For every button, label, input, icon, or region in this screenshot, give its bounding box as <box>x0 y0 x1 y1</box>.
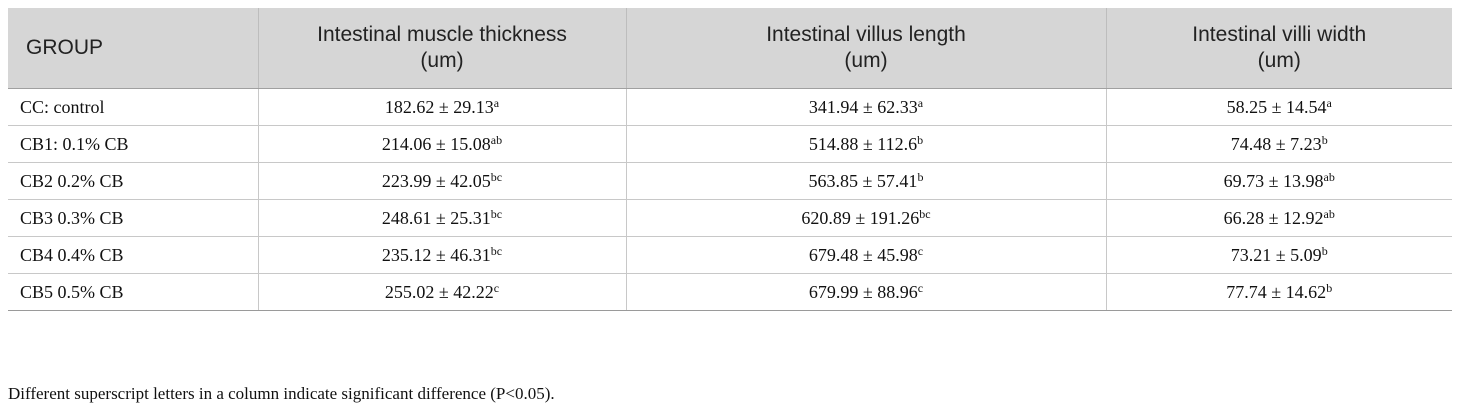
cell-group: CB5 0.5% CB <box>8 273 259 311</box>
cell-value: 182.62 ± 29.13 <box>384 96 494 117</box>
cell-width: 73.21 ± 5.09b <box>1106 236 1452 274</box>
cell-value: 223.99 ± 42.05 <box>381 170 491 191</box>
cell-length: 341.94 ± 62.33a <box>626 88 1107 126</box>
cell-value: 77.74 ± 14.62 <box>1226 281 1327 302</box>
cell-superscript: bc <box>919 206 931 221</box>
header-length-label: Intestinal villus length <box>766 23 966 46</box>
cell-superscript: ab <box>490 132 503 147</box>
cell-width: 77.74 ± 14.62b <box>1106 273 1452 311</box>
cell-superscript: a <box>1326 95 1332 110</box>
cell-superscript: b <box>1326 280 1333 295</box>
cell-group: CB1: 0.1% CB <box>8 125 259 163</box>
cell-length: 679.99 ± 88.96c <box>626 273 1107 311</box>
cell-superscript: b <box>1321 132 1328 147</box>
header-width-label: Intestinal villi width <box>1192 23 1367 46</box>
cell-width: 69.73 ± 13.98ab <box>1106 162 1452 200</box>
cell-value: 66.28 ± 12.92 <box>1223 207 1324 228</box>
header-villus-length: Intestinal villus length (um) <box>626 8 1107 89</box>
cell-muscle: 235.12 ± 46.31bc <box>258 236 627 274</box>
cell-muscle: 255.02 ± 42.22c <box>258 273 627 311</box>
header-villi-width: Intestinal villi width (um) <box>1106 8 1452 89</box>
cell-value: 235.12 ± 46.31 <box>381 244 491 265</box>
cell-value: 58.25 ± 14.54 <box>1226 96 1327 117</box>
data-table-container: GROUP Intestinal muscle thickness (um) I… <box>8 8 1452 311</box>
header-muscle-unit: (um) <box>420 49 464 72</box>
cell-value: 74.48 ± 7.23 <box>1230 133 1322 154</box>
cell-width: 74.48 ± 7.23b <box>1106 125 1452 163</box>
cell-group: CB3 0.3% CB <box>8 199 259 237</box>
cell-muscle: 214.06 ± 15.08ab <box>258 125 627 163</box>
cell-group: CB2 0.2% CB <box>8 162 259 200</box>
header-group: GROUP <box>8 8 259 89</box>
cell-value: 514.88 ± 112.6 <box>808 133 918 154</box>
cell-value: 69.73 ± 13.98 <box>1223 170 1324 191</box>
cell-superscript: bc <box>490 169 503 184</box>
header-muscle-label: Intestinal muscle thickness <box>317 23 567 46</box>
cell-value: 214.06 ± 15.08 <box>381 133 491 154</box>
table-row: CB5 0.5% CB 255.02 ± 42.22c 679.99 ± 88.… <box>8 273 1452 311</box>
cell-value: 563.85 ± 57.41 <box>808 170 918 191</box>
cell-superscript: c <box>493 280 500 295</box>
results-table: GROUP Intestinal muscle thickness (um) I… <box>8 8 1452 311</box>
cell-superscript: c <box>917 280 924 295</box>
cell-value: 255.02 ± 42.22 <box>384 281 494 302</box>
cell-superscript: b <box>917 169 924 184</box>
table-row: CC: control 182.62 ± 29.13a 341.94 ± 62.… <box>8 88 1452 126</box>
header-width-unit: (um) <box>1257 49 1301 72</box>
cell-muscle: 223.99 ± 42.05bc <box>258 162 627 200</box>
cell-superscript: b <box>917 132 924 147</box>
cell-superscript: b <box>1321 243 1328 258</box>
cell-value: 73.21 ± 5.09 <box>1230 244 1322 265</box>
cell-group: CC: control <box>8 88 259 126</box>
cell-width: 58.25 ± 14.54a <box>1106 88 1452 126</box>
cell-superscript: bc <box>490 243 503 258</box>
table-header-row: GROUP Intestinal muscle thickness (um) I… <box>8 8 1452 89</box>
cell-value: 620.89 ± 191.26 <box>801 207 920 228</box>
table-row: CB4 0.4% CB 235.12 ± 46.31bc 679.48 ± 45… <box>8 236 1452 274</box>
table-footnote: Different superscript letters in a colum… <box>8 384 555 403</box>
cell-length: 514.88 ± 112.6b <box>626 125 1107 163</box>
header-group-label: GROUP <box>26 36 104 59</box>
cell-value: 679.48 ± 45.98 <box>808 244 918 265</box>
cell-width: 66.28 ± 12.92ab <box>1106 199 1452 237</box>
cell-value: 679.99 ± 88.96 <box>808 281 918 302</box>
header-muscle-thickness: Intestinal muscle thickness (um) <box>258 8 627 89</box>
table-row: CB2 0.2% CB 223.99 ± 42.05bc 563.85 ± 57… <box>8 162 1452 200</box>
cell-superscript: a <box>493 95 500 110</box>
table-row: CB1: 0.1% CB 214.06 ± 15.08ab 514.88 ± 1… <box>8 125 1452 163</box>
cell-superscript: ab <box>1323 206 1335 221</box>
table-row: CB3 0.3% CB 248.61 ± 25.31bc 620.89 ± 19… <box>8 199 1452 237</box>
cell-value: 341.94 ± 62.33 <box>808 96 918 117</box>
cell-length: 620.89 ± 191.26bc <box>626 199 1107 237</box>
cell-superscript: bc <box>490 206 503 221</box>
cell-superscript: c <box>917 243 924 258</box>
cell-muscle: 248.61 ± 25.31bc <box>258 199 627 237</box>
cell-value: 248.61 ± 25.31 <box>381 207 491 228</box>
cell-superscript: a <box>917 95 924 110</box>
cell-superscript: ab <box>1323 169 1335 184</box>
cell-length: 679.48 ± 45.98c <box>626 236 1107 274</box>
cell-group: CB4 0.4% CB <box>8 236 259 274</box>
cell-muscle: 182.62 ± 29.13a <box>258 88 627 126</box>
cell-length: 563.85 ± 57.41b <box>626 162 1107 200</box>
header-length-unit: (um) <box>844 49 888 72</box>
